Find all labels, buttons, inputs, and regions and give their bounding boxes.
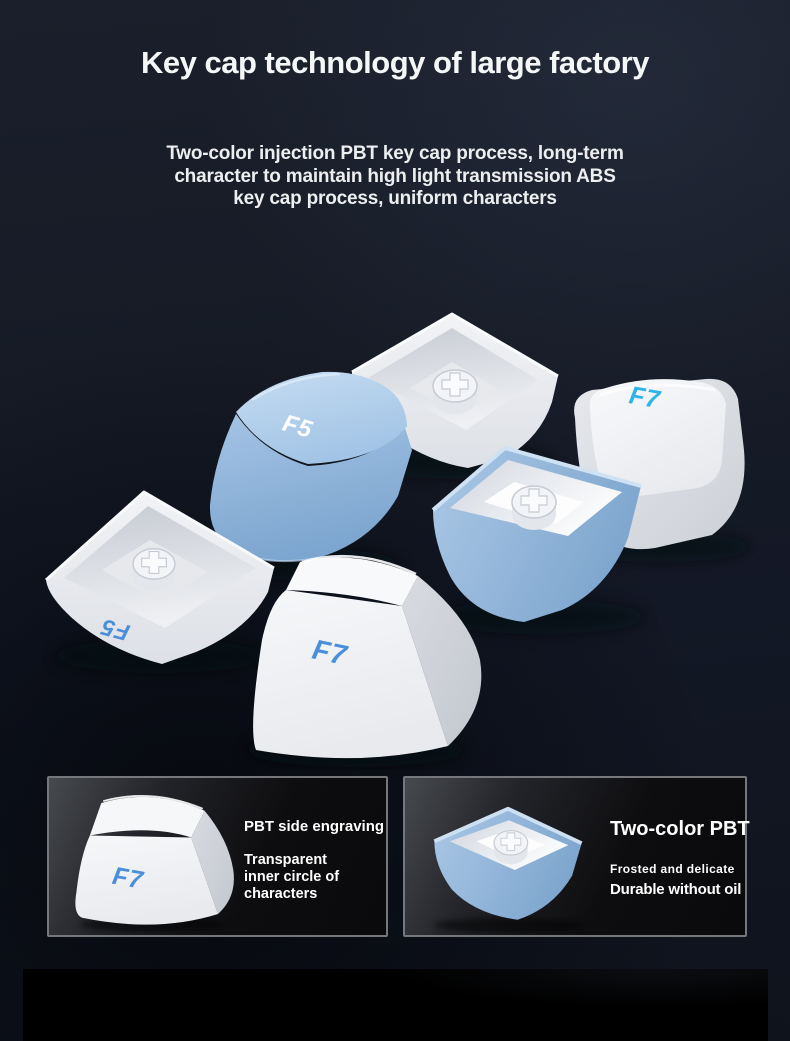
subtitle-line: Two-color injection PBT key cap process,… bbox=[166, 143, 624, 164]
panel-left-body: Transparent inner circle of characters bbox=[244, 852, 339, 903]
subtitle-line: key cap process, uniform characters bbox=[233, 188, 557, 209]
keycap-scene: F7 F5 bbox=[0, 300, 790, 770]
keycap-legend-f7-front: F7 bbox=[310, 634, 351, 672]
panel-keycap-image-f7: F7 bbox=[57, 782, 247, 935]
keycap-blue-inverted bbox=[431, 446, 642, 622]
feature-panel-pbt-side-engraving: F7 PBT side engraving Transparent inner … bbox=[47, 776, 388, 937]
panel-keycap-legend-f7: F7 bbox=[110, 862, 146, 895]
subtitle-line: character to maintain high light transmi… bbox=[174, 165, 616, 187]
panel-left-heading: PBT side engraving bbox=[244, 818, 385, 835]
panel-left-body-line: inner circle of bbox=[244, 869, 340, 885]
feature-panel-two-color-pbt: Two-color PBT Frosted and delicate Durab… bbox=[403, 776, 750, 937]
panel-right-subline-2: Durable without oil bbox=[610, 881, 742, 898]
page-title: Key cap technology of large factory bbox=[141, 45, 649, 80]
keycap-blue-f5: F5 bbox=[209, 371, 412, 563]
panel-right-heading: Two-color PBT bbox=[610, 818, 750, 840]
panel-left-body-line: characters bbox=[244, 886, 318, 902]
footer-black-bar bbox=[23, 969, 768, 1041]
keycap-legend-f7-cyan: F7 bbox=[627, 381, 663, 414]
keycap-white-f7-front: F7 bbox=[253, 554, 482, 759]
page-subtitle: Two-color injection PBT key cap process,… bbox=[0, 143, 790, 211]
keycap-white-inverted-f5: F5 bbox=[44, 490, 275, 664]
panel-left-body-line: Transparent bbox=[244, 852, 327, 868]
panel-keycap-image-blue-inverted bbox=[413, 782, 603, 935]
panel-right-subline-1: Frosted and delicate bbox=[610, 862, 735, 876]
keycap-scene-image: F7 F5 bbox=[44, 312, 750, 767]
